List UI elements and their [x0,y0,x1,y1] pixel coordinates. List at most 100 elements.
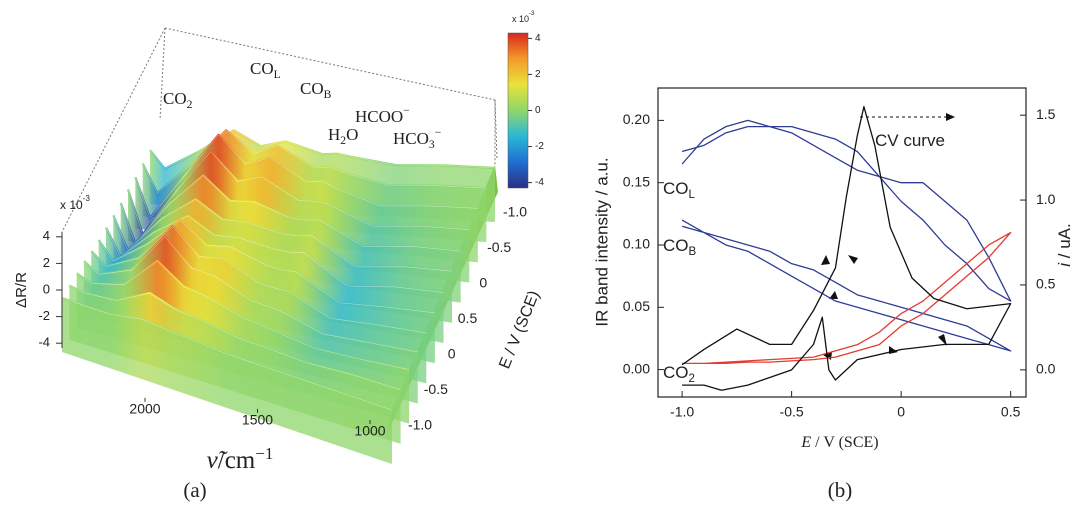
text-part: B [324,88,332,101]
e-tick-label: 0.5 [458,310,478,326]
spectrum-edge [142,129,487,194]
y2-axis-label: i / uA. [1055,223,1074,266]
text-part: CO [663,236,689,255]
y-tick-label: 0.15 [623,173,650,189]
colorbar-tick-label: 0 [535,105,541,116]
text-part: CO [300,79,324,98]
e-tick-label: -0.5 [424,381,448,397]
band-label: CO2 [163,89,193,111]
text-part: − [435,126,442,139]
spectrum-edge [69,285,401,391]
x-tick-label: 0 [897,404,905,420]
e-tick-label: 0 [448,346,456,362]
dotted-box [61,27,498,233]
series-line [681,106,1012,391]
text-part: − [403,104,410,117]
text-part: /cm [218,447,256,474]
text-part: CO [663,179,689,198]
spectrum-edge [76,260,410,370]
text-part: i [1055,262,1074,267]
overlay: 420-2-4x 10-3200015001000ν̃/cm−1-1.0-0.5… [38,10,544,474]
spectrum-edge [127,151,470,236]
band-label: COB [300,79,332,101]
z-multiplier: x 10-3 [60,194,90,212]
y2-tick-label: 1.0 [1036,191,1056,207]
text-part: 3 [429,138,435,151]
z-tick-label: 4 [43,228,50,243]
text-part: B [689,246,697,258]
band-label: HCOO− [355,104,410,126]
y2-tick-label: 0.5 [1036,276,1056,292]
band-label: H2O [328,125,358,147]
colorbar-tick-label: -2 [535,141,544,152]
y-tick-label: 0.00 [623,360,650,376]
spectrum-edge [135,134,478,219]
z-tick-label: 2 [43,255,50,270]
arrow-head [938,334,947,346]
y-axis-label: IR band intensity / a.u. [592,157,611,326]
text-part: E [800,434,811,451]
series-line [681,119,1012,302]
text-part: CV curve [875,131,945,150]
spectrum-edge [61,297,393,411]
text-part: CO [250,59,274,78]
text-part: −1 [255,444,273,463]
series-label: COB [663,236,697,258]
series-line [682,231,1012,365]
series-label: CV curve [875,131,945,150]
arrow-head [829,291,838,299]
colorbar-tick-label: 4 [535,33,541,44]
z-tick-label: -2 [38,308,50,323]
y-tick-label: 0.10 [623,236,650,252]
z-axis-label: ΔR/R [13,272,30,308]
text-part: x 10 [512,14,529,24]
e-tick-label: -0.5 [487,239,511,255]
x-tick-label: 1000 [354,423,385,439]
colorbar-tick-label: 2 [535,69,541,80]
arrow-head [821,255,830,265]
x-tick-label: 0.5 [1001,404,1021,420]
plot-frame [657,87,1027,398]
y-tick-label: 0.20 [623,111,650,127]
text-part: 2 [187,98,193,111]
e-tick-label: 0 [479,275,487,291]
x-axis-label: E / V (SCE) [800,434,878,451]
spectrum-edge [149,130,496,170]
text-part: O [346,125,358,144]
text-part: L [689,189,696,201]
text-part: L [274,68,281,81]
arrow-head [946,113,955,121]
text-part: 2 [689,373,695,385]
y2-tick-label: 1.5 [1036,106,1056,122]
spectrum-edge [98,220,435,314]
text-part: H [328,125,340,144]
colorbar-multiplier: x 10-3 [512,10,535,25]
text-part: HCOO [355,107,403,126]
spectrum-edge [83,236,418,353]
y2-tick-label: 0.0 [1036,361,1056,377]
caption: (a) [183,478,206,502]
surface [61,129,496,464]
colorbar-tick-label: -4 [535,177,544,188]
text-part: CO [663,363,689,382]
text-part: -3 [529,10,535,17]
x-axis-label: ν̃/cm−1 [207,444,274,474]
text-part: HCO [393,129,429,148]
e-tick-label: -1.0 [408,417,432,433]
y-tick-label: 0.05 [623,298,650,314]
series-label: CO2 [663,363,695,385]
text-part: / V (SCE) [811,434,878,451]
arrow-head [848,255,858,264]
x-tick-label: -0.5 [780,404,804,420]
x-tick-label: 2000 [129,401,160,417]
z-tick-label: -4 [38,335,50,350]
text-part: -3 [83,194,91,203]
colorbar [507,32,529,189]
x-tick-label: -1.0 [670,404,694,420]
spectrum-edge [120,174,461,252]
series-label: COL [663,179,696,201]
band-label: HCO3− [393,126,441,151]
text-part: 2 [340,134,346,147]
series-line [681,219,1012,352]
